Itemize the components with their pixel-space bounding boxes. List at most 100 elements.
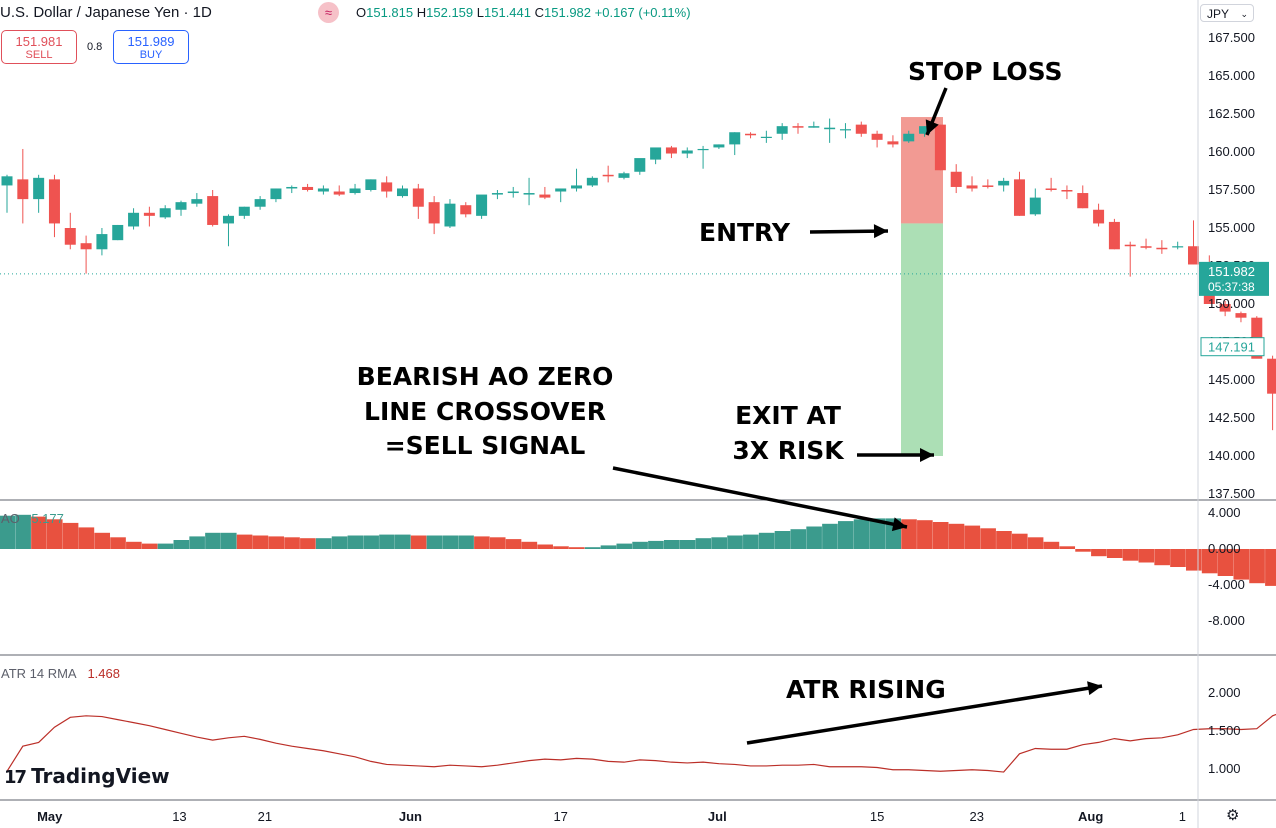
exit-label: EXIT AT 3X RISK (732, 401, 844, 465)
ao-bar (78, 527, 95, 549)
ao-bar (31, 516, 47, 549)
candle-body (1188, 246, 1199, 265)
marker-price-box (1200, 337, 1265, 357)
ao-bar (331, 536, 348, 549)
ao-bar (474, 536, 490, 549)
price-tick-label: 167.500 (1208, 30, 1255, 45)
exit-arrow-head (920, 448, 934, 462)
gear-icon[interactable]: ⚙ (1226, 807, 1240, 824)
candle-body (428, 202, 440, 224)
buy-button[interactable]: 151.989 BUY (113, 30, 189, 64)
ao-bar (727, 535, 743, 549)
candle-body (444, 203, 456, 227)
price-tick-label: 145.000 (1208, 372, 1255, 387)
atr-line (6, 713, 1276, 773)
atr-legend[interactable]: ATR 14 RMA 1.468 (1, 666, 120, 681)
atr-tick-label: 1.500 (1208, 723, 1241, 738)
signal-arrow-head (891, 517, 907, 532)
ao-bar (1186, 549, 1202, 571)
candle-body (808, 126, 820, 128)
tradingview-logo-icon: 17 (4, 767, 27, 788)
ao-bar (1075, 549, 1091, 552)
ao-bar (758, 532, 775, 549)
candle-body (1140, 246, 1152, 248)
waves-icon[interactable]: ≈ (318, 2, 339, 23)
ao-bar (395, 534, 411, 549)
ao-bar (1122, 549, 1139, 561)
candle-body (48, 179, 60, 224)
candle-body (365, 179, 377, 190)
entry-label: ENTRY (699, 218, 791, 247)
ao-bar (869, 518, 886, 549)
ao-bar (189, 536, 205, 549)
candle-body (792, 126, 804, 128)
candle-body (539, 194, 551, 198)
ao-bar (616, 543, 633, 549)
ao-bar (853, 519, 870, 549)
candle-body (697, 148, 709, 151)
ao-legend[interactable]: AO -5.177 (1, 511, 64, 526)
candle-body (855, 124, 867, 134)
candle-body (175, 202, 187, 210)
ao-bar (553, 546, 569, 549)
candle-body (254, 199, 266, 207)
ao-bar (379, 534, 395, 549)
symbol-title: U.S. Dollar / Japanese Yen · 1D (0, 4, 212, 21)
ao-bar (1201, 549, 1218, 574)
ao-bar (837, 521, 854, 549)
ao-bar (948, 523, 965, 549)
ao-bar (157, 543, 174, 549)
candle-body (950, 171, 962, 187)
candle-body (1267, 358, 1276, 394)
price-candles (0, 118, 1276, 431)
candle-body (571, 185, 583, 189)
ao-bar (315, 538, 332, 549)
ao-bar (410, 535, 427, 549)
ao-bar (774, 531, 791, 549)
candle-body (476, 194, 488, 216)
ao-bar (284, 537, 300, 549)
ao-bar (347, 535, 364, 549)
ao-bar (1170, 549, 1186, 567)
price-tick-label: 142.500 (1208, 410, 1255, 425)
candle-body (1045, 188, 1057, 190)
time-tick-label: 23 (970, 809, 984, 824)
ao-bar (569, 547, 585, 549)
candle-body (507, 191, 519, 194)
candle-body (128, 212, 140, 227)
candle-body (618, 173, 630, 178)
time-tick-label: May (37, 809, 63, 824)
sell-button[interactable]: 151.981 SELL (1, 30, 77, 64)
ao-bar (0, 515, 16, 549)
tradingview-logo: 17 TradingView (4, 764, 170, 788)
candle-body (1108, 221, 1120, 250)
ao-bar (252, 535, 269, 549)
countdown-label: 05:37:38 (1208, 280, 1255, 294)
ao-bar (1091, 549, 1107, 557)
currency-select[interactable]: JPY ⌄ (1200, 4, 1254, 22)
candle-body (64, 228, 76, 245)
candle-body (776, 126, 788, 134)
candle-body (96, 234, 108, 250)
take-profit-zone (901, 223, 943, 456)
candle-body (729, 132, 741, 145)
candle-body (491, 193, 503, 195)
time-tick-label: Aug (1078, 809, 1103, 824)
candle-body (887, 141, 899, 145)
ao-bar (442, 535, 459, 549)
time-tick-label: 17 (553, 809, 567, 824)
stop-loss-label: STOP LOSS (908, 57, 1063, 86)
price-tick-label: 155.000 (1208, 220, 1255, 235)
entry-arrow-head (873, 224, 888, 239)
candle-body (159, 208, 171, 218)
ao-bar (521, 541, 538, 549)
candle-body (934, 124, 946, 171)
ao-bar (1043, 541, 1060, 549)
candle-body (381, 182, 393, 192)
time-tick-label: 21 (258, 809, 272, 824)
signal-label: BEARISH AO ZERO LINE CROSSOVER =SELL SIG… (356, 362, 614, 460)
candle-body (713, 144, 725, 148)
ao-bar (62, 522, 79, 549)
candle-body (80, 243, 92, 250)
